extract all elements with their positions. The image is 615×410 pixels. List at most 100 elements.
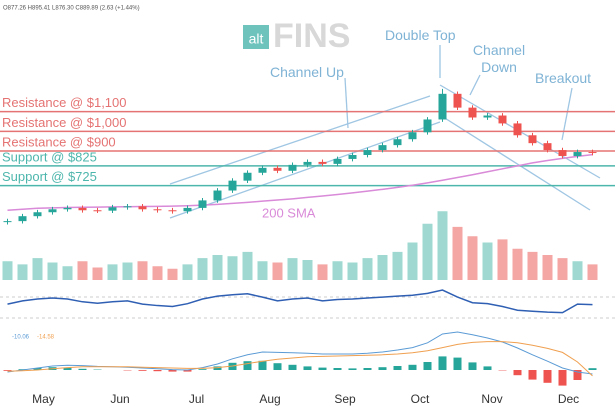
- x-tick-label: Oct: [411, 392, 430, 406]
- macd-histogram: [33, 368, 42, 370]
- candle-body: [93, 210, 102, 212]
- candle-body: [573, 152, 582, 156]
- volume-bar: [242, 251, 253, 280]
- macd-histogram: [213, 366, 222, 370]
- macd-histogram: [573, 370, 582, 380]
- volume-bar: [332, 261, 343, 280]
- macd-histogram: [483, 366, 492, 370]
- volume-bar: [512, 248, 523, 280]
- volume-bar: [2, 261, 13, 280]
- volume-bar: [257, 261, 268, 280]
- candle-body: [528, 135, 537, 144]
- level-label: Support @ $825: [2, 149, 97, 164]
- logo-box: [243, 25, 269, 49]
- volume-bar: [452, 226, 463, 280]
- macd-histogram: [528, 370, 537, 380]
- volume-bar: [527, 251, 538, 280]
- candle-body: [108, 207, 117, 211]
- macd-histogram: [153, 370, 162, 372]
- macd-legend: -10.06: [12, 335, 30, 341]
- macd-line: [7, 341, 593, 377]
- volume-bar: [77, 261, 88, 280]
- volume-bar: [467, 236, 478, 280]
- candle-body: [363, 150, 372, 155]
- level-label: Support @ $725: [2, 169, 97, 184]
- macd-line: [7, 331, 593, 375]
- candle-body: [543, 143, 552, 151]
- candle-body: [18, 216, 27, 222]
- volume-bar: [557, 258, 568, 280]
- candle-body: [3, 221, 12, 223]
- macd-histogram: [513, 370, 522, 376]
- macd-histogram: [378, 367, 387, 370]
- volume-bar: [92, 267, 103, 280]
- macd-histogram: [363, 368, 372, 370]
- x-tick-label: Aug: [259, 392, 280, 406]
- macd-histogram: [288, 364, 297, 370]
- volume-bar: [167, 268, 178, 280]
- volume-bar: [482, 242, 493, 280]
- candle-body: [348, 155, 357, 159]
- candle-body: [198, 200, 207, 208]
- macd-histogram: [168, 370, 177, 372]
- volume-bar: [497, 239, 508, 280]
- volume-bar: [302, 260, 313, 280]
- volume-bar: [182, 264, 193, 280]
- x-tick-label: Dec: [558, 392, 579, 406]
- rsi-line: [7, 289, 593, 314]
- x-tick-label: Jun: [110, 392, 129, 406]
- candle-body: [498, 115, 507, 124]
- volume-bar: [542, 255, 553, 280]
- macd-histogram: [318, 367, 327, 370]
- candle-body: [318, 161, 327, 164]
- volume-bar: [572, 261, 583, 280]
- volume-bar: [212, 255, 223, 280]
- candle-body: [438, 93, 447, 120]
- candle-body: [468, 107, 477, 118]
- sma-label: 200 SMA: [262, 205, 316, 220]
- candle-body: [273, 167, 282, 171]
- macd-histogram: [348, 368, 357, 370]
- macd-histogram: [333, 368, 342, 370]
- volume-bar: [107, 264, 118, 280]
- volume-bar: [152, 266, 163, 280]
- macd-histogram: [3, 370, 12, 371]
- macd-histogram: [453, 357, 462, 370]
- candle-body: [423, 119, 432, 133]
- sma-line: [7, 153, 593, 212]
- macd-histogram: [243, 361, 252, 370]
- candle-body: [48, 209, 57, 213]
- candle-body: [408, 132, 417, 140]
- annotation: Channel Up: [270, 64, 344, 80]
- candle-body: [213, 190, 222, 201]
- volume-bar: [137, 261, 148, 280]
- macd-histogram: [138, 370, 147, 371]
- volume-bar: [17, 264, 28, 280]
- candle-body: [453, 93, 462, 108]
- logo-prefix: alt: [249, 31, 264, 47]
- candle-body: [138, 206, 147, 210]
- macd-histogram: [408, 364, 417, 370]
- candle-body: [78, 207, 87, 211]
- volume-bar: [62, 266, 73, 280]
- candle-body: [558, 150, 567, 156]
- annotation: Breakout: [535, 70, 592, 86]
- candle-body: [123, 206, 132, 208]
- candle-body: [333, 158, 342, 164]
- volume-bar: [197, 258, 208, 280]
- volume-bar: [227, 256, 238, 280]
- macd-histogram: [438, 356, 447, 370]
- macd-histogram: [303, 366, 312, 370]
- candle-body: [243, 172, 252, 181]
- macd-histogram: [78, 368, 87, 370]
- logo: FINS: [273, 17, 350, 55]
- candle-body: [168, 210, 177, 212]
- candle-body: [63, 207, 72, 210]
- candle-body: [33, 212, 42, 217]
- volume-bar: [362, 258, 373, 280]
- candle-body: [378, 145, 387, 151]
- volume-bar: [317, 264, 328, 280]
- candle-body: [183, 207, 192, 212]
